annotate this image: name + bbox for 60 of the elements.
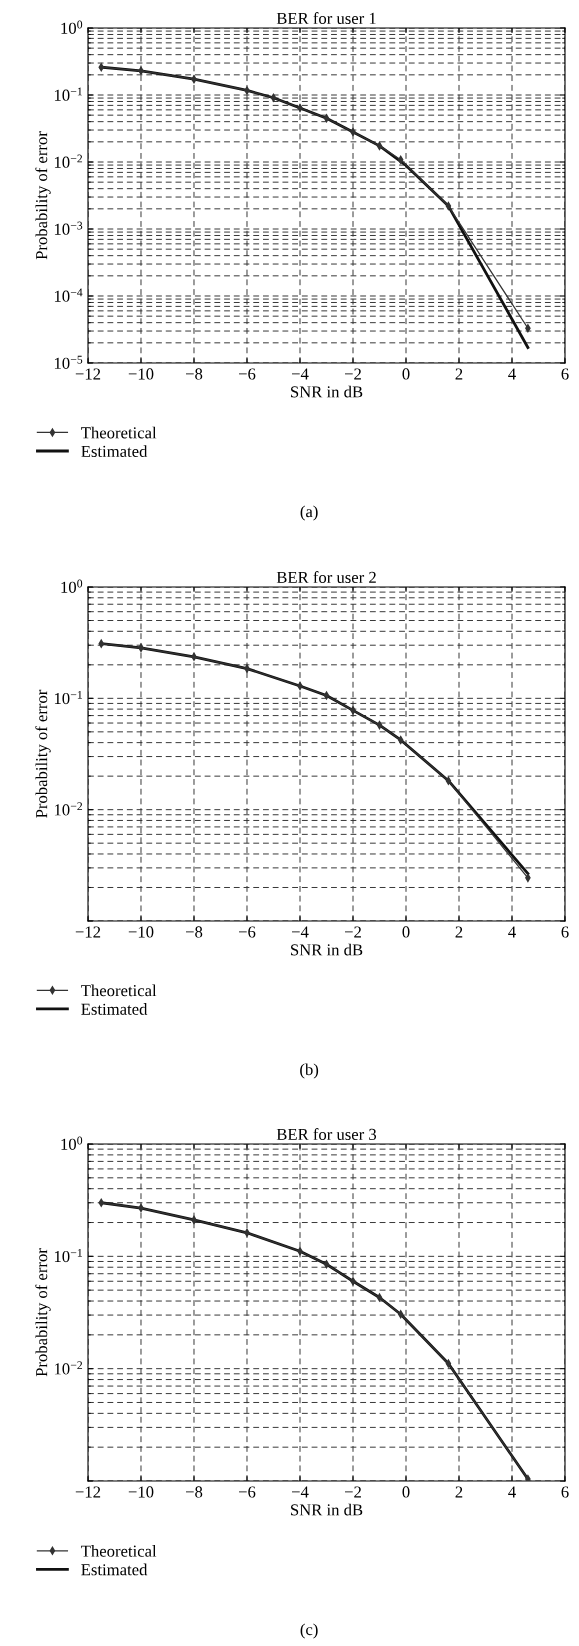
y-tick-label: 10$^{0}$ (61, 20, 83, 34)
x-tick-label: −8 (185, 926, 203, 938)
y-tick-label: 10$^{−2}$ (54, 802, 83, 816)
x-axis-title: SNR in dB (291, 385, 363, 398)
x-tick-label: −10 (128, 1486, 154, 1498)
x-tick-label: −6 (238, 368, 256, 380)
legend-label: Estimated (81, 1563, 148, 1576)
x-tick-label: −8 (185, 1486, 203, 1498)
y-tick-label: 10$^{−4}$ (54, 288, 83, 302)
x-tick-label: −6 (238, 1486, 256, 1498)
chart-title: BER for user 1 (276, 12, 376, 24)
x-tick-label: −12 (75, 368, 101, 380)
x-tick-label: −8 (185, 368, 203, 380)
x-tick-label: 0 (402, 926, 410, 938)
chart-title: BER for user 2 (276, 571, 376, 583)
x-tick-label: 4 (508, 1486, 516, 1498)
x-tick-label: 2 (455, 926, 463, 938)
y-axis-title: Probability of error (35, 131, 51, 260)
x-tick-label: 6 (561, 926, 569, 938)
x-tick-label: 6 (561, 368, 569, 380)
y-tick-label: 10$^{0}$ (61, 579, 83, 593)
y-tick-label: 10$^{−2}$ (54, 1361, 83, 1375)
x-tick-label: −2 (344, 368, 361, 380)
chart-title: BER for user 3 (276, 1128, 377, 1140)
legend-label: Estimated (81, 445, 148, 457)
y-tick-label: 10$^{−1}$ (54, 87, 82, 101)
y-tick-label: 10$^{−3}$ (54, 221, 83, 235)
y-axis-title: Probability of error (35, 1248, 51, 1377)
x-tick-label: −4 (291, 1486, 309, 1498)
x-tick-label: −2 (344, 926, 361, 938)
legend-label: Theoretical (81, 1545, 157, 1557)
x-tick-label: 4 (508, 368, 516, 380)
text: (a) (300, 505, 318, 521)
y-tick-label: 10$^{0}$ (61, 1136, 83, 1150)
legend-label: Estimated (81, 1003, 148, 1015)
x-tick-label: 2 (455, 1486, 463, 1498)
x-axis-title: SNR in dB (291, 1503, 363, 1516)
x-tick-label: 0 (402, 368, 410, 380)
x-tick-label: −12 (75, 926, 101, 938)
x-tick-label: 2 (455, 368, 463, 380)
legend-label: Theoretical (81, 426, 157, 439)
x-tick-label: 4 (508, 926, 516, 938)
text: (c) (300, 1623, 318, 1639)
x-tick-label: 0 (402, 1486, 410, 1498)
x-axis-title: SNR in dB (291, 943, 363, 956)
y-axis-title: Probability of error (35, 689, 51, 818)
x-tick-label: −4 (291, 368, 309, 380)
y-tick-label: 10$^{−2}$ (54, 154, 83, 168)
x-tick-label: −6 (238, 926, 256, 938)
y-tick-label: 10$^{−5}$ (54, 355, 83, 369)
x-tick-label: −10 (128, 926, 154, 938)
x-tick-label: 6 (561, 1486, 569, 1498)
y-tick-label: 10$^{−1}$ (54, 1248, 82, 1263)
text: (b) (300, 1063, 319, 1079)
x-tick-label: −12 (75, 1486, 101, 1498)
legend-label: Theoretical (81, 984, 157, 997)
x-tick-label: −2 (344, 1486, 361, 1498)
y-tick-label: 10$^{−1}$ (54, 690, 82, 705)
x-tick-label: −10 (128, 368, 154, 380)
x-tick-label: −4 (291, 926, 309, 938)
